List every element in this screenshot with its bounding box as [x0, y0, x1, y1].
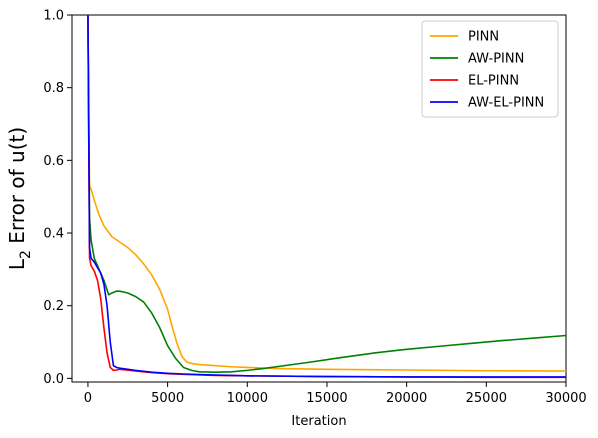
- x-tick-label: 15000: [306, 391, 347, 406]
- legend-items: PINN AW-PINN EL-PINN AW-EL-PINN: [430, 30, 544, 111]
- y-axis-label-rest: Error of u(t): [5, 127, 29, 250]
- legend: PINN AW-PINN EL-PINN AW-EL-PINN: [421, 20, 559, 118]
- plot-frame: [71, 14, 567, 383]
- y-tick-label: 0.8: [43, 81, 64, 96]
- legend-label-aw-el-pinn: AW-EL-PINN: [468, 96, 544, 111]
- legend-label-pinn: PINN: [468, 30, 499, 45]
- x-tick-label: 30000: [545, 391, 586, 406]
- series-layer: [87, 15, 566, 379]
- y-axis-ticks: 0.0 0.2 0.4 0.6 0.8 1.0: [43, 9, 72, 387]
- y-tick-label: 0.6: [43, 154, 64, 169]
- y-axis-label-main: L: [5, 258, 29, 270]
- y-tick-label: 0.0: [43, 372, 64, 387]
- y-tick-label: 0.2: [43, 299, 64, 314]
- x-axis-label: Iteration: [291, 414, 346, 429]
- x-tick-label: 5000: [151, 391, 184, 406]
- x-tick-label: 10000: [227, 391, 268, 406]
- y-axis-label-subscript: 2: [18, 250, 34, 259]
- plot-area: 0 5000 10000 15000 20000 25000 30000 0.0 0.2 0.4…: [43, 9, 586, 407]
- y-axis-label: L2 Error of u(t): [5, 127, 34, 270]
- x-tick-label: 0: [84, 391, 92, 406]
- x-tick-label: 20000: [386, 391, 427, 406]
- x-tick-label: 25000: [466, 391, 507, 406]
- legend-box: [421, 20, 559, 118]
- x-axis-ticks: 0 5000 10000 15000 20000 25000 30000: [84, 382, 587, 406]
- y-tick-label: 1.0: [43, 9, 64, 24]
- legend-label-el-pinn: EL-PINN: [468, 74, 519, 89]
- legend-label-aw-pinn: AW-PINN: [468, 52, 524, 67]
- series-line-aw-el-pinn: [87, 15, 566, 378]
- y-tick-label: 0.4: [43, 227, 64, 242]
